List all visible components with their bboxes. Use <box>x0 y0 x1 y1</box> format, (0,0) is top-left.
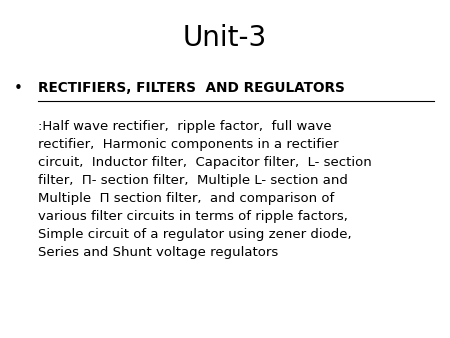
Text: Unit-3: Unit-3 <box>183 24 267 52</box>
Text: :Half wave rectifier,  ripple factor,  full wave
rectifier,  Harmonic components: :Half wave rectifier, ripple factor, ful… <box>38 120 372 259</box>
Text: RECTIFIERS, FILTERS  AND REGULATORS: RECTIFIERS, FILTERS AND REGULATORS <box>38 81 345 95</box>
Text: •: • <box>14 81 22 96</box>
